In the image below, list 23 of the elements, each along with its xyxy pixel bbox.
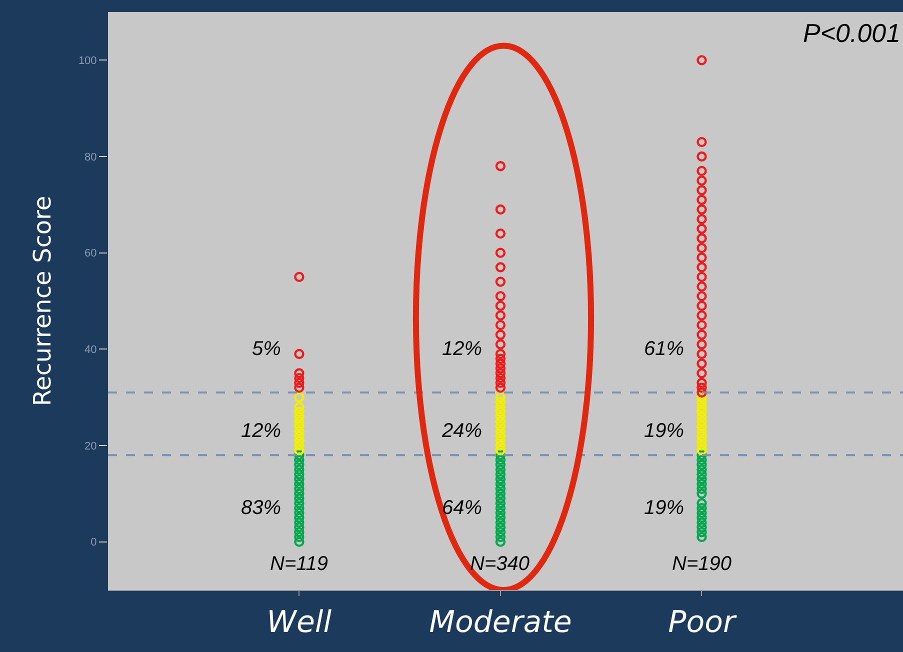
annotation: 61% [644, 338, 684, 360]
x-tick-label: Well [266, 605, 332, 640]
annotation: 19% [644, 497, 684, 519]
annotation: N=190 [672, 553, 732, 575]
x-tick-label: Moderate [429, 605, 572, 640]
annotation: 5% [252, 338, 281, 360]
y-tick-label: 20 [84, 440, 97, 452]
annotation: N=340 [470, 553, 530, 575]
y-tick-label: 0 [90, 536, 97, 549]
y-tick-label: 100 [78, 55, 97, 68]
y-tick-label: 80 [84, 151, 97, 164]
y-axis-title: Recurrence Score [28, 196, 57, 406]
annotation: 64% [442, 497, 482, 519]
y-tick-label: 40 [84, 344, 97, 356]
x-tick-label: Poor [668, 605, 737, 640]
annotation: 12% [442, 338, 482, 360]
annotation: 12% [241, 420, 282, 442]
annotation: 24% [441, 420, 482, 442]
annotation: P<0.001 [803, 18, 901, 48]
annotation: 83% [241, 497, 282, 519]
y-tick-label: 60 [84, 248, 97, 260]
annotation: 19% [644, 420, 684, 442]
annotation: N=119 [270, 553, 328, 575]
